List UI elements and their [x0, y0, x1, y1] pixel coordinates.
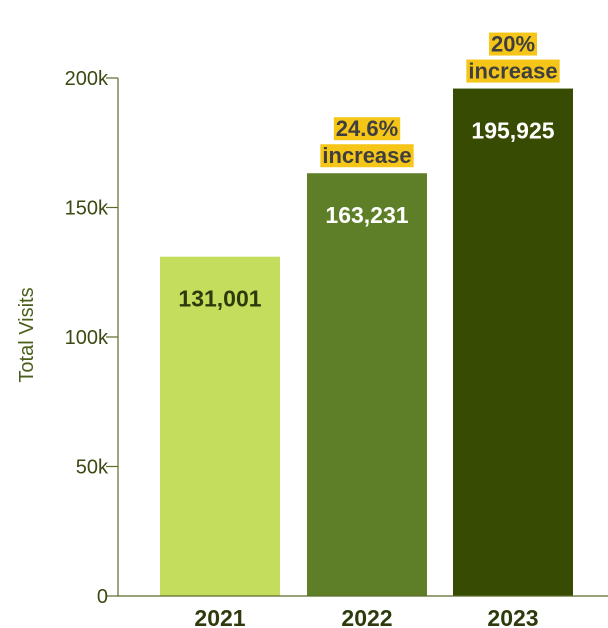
y-axis-title: Total Visits — [16, 287, 38, 382]
annotation-highlight — [488, 32, 538, 56]
x-tick-label-2022: 2022 — [341, 605, 392, 628]
annotation-line: increase — [322, 143, 411, 168]
annotation-2023: 20%increase — [466, 32, 560, 84]
y-tick-label: 50k — [76, 457, 109, 479]
annotation-highlight — [320, 144, 414, 168]
x-tick-label-2021: 2021 — [194, 605, 245, 628]
annotation-line: 20% — [491, 32, 535, 57]
bars: 131,001 163,231 195,925 — [160, 88, 573, 597]
y-tick-label: 100k — [65, 327, 109, 349]
x-tick-label-2023: 2023 — [487, 605, 538, 628]
annotation-2022: 24.6%increase — [320, 116, 414, 168]
y-tick-label: 0 — [97, 586, 108, 608]
bar-2021 — [160, 256, 280, 596]
y-tick-label: 150k — [65, 198, 109, 220]
bar-2023 — [453, 88, 573, 596]
data-label-2023: 195,925 — [471, 118, 554, 144]
y-tick-label: 200k — [65, 68, 109, 90]
data-label-2021: 131,001 — [178, 286, 261, 312]
bar-2022 — [307, 173, 427, 597]
x-axis: 2021 2022 2023 — [118, 595, 608, 628]
annotation-highlight — [333, 117, 401, 141]
data-label-2022: 163,231 — [325, 202, 408, 228]
annotation-line: 24.6% — [336, 116, 398, 141]
y-axis: 0 50k 100k 150k 200k — [65, 68, 119, 608]
annotation-line: increase — [468, 59, 557, 84]
annotation-highlight — [466, 59, 560, 83]
